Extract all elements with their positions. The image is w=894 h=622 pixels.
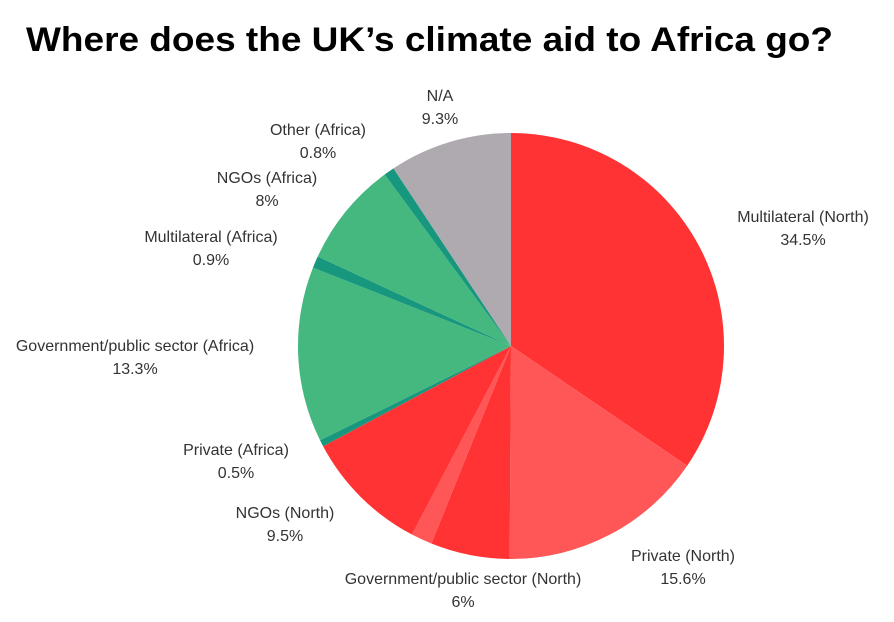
value-label: 0.9% <box>193 252 229 269</box>
pie-slice <box>317 174 511 346</box>
value-label: 8% <box>255 193 278 210</box>
pie-slice <box>431 346 511 559</box>
pie-slice <box>509 346 688 559</box>
slice-label: Private (North) <box>631 548 735 565</box>
pie-slice <box>511 133 725 466</box>
pie-slice <box>298 267 511 441</box>
pie-slice <box>320 346 511 447</box>
slice-label: N/A <box>427 88 454 105</box>
pie-slice <box>312 256 511 346</box>
value-label: 0.5% <box>218 465 254 482</box>
slice-label: NGOs (North) <box>236 505 335 522</box>
pie-slice <box>384 168 511 346</box>
pie-slice <box>323 346 511 535</box>
pie-slice <box>393 133 511 346</box>
value-label: 0.8% <box>300 145 336 162</box>
value-label: 13.3% <box>112 361 157 378</box>
slice-label: Private (Africa) <box>183 442 289 459</box>
pie-slice <box>411 346 511 544</box>
slice-label: Other (Africa) <box>270 122 366 139</box>
chart-title: Where does the UK’s climate aid to Afric… <box>26 21 833 59</box>
value-label: 9.3% <box>422 111 458 128</box>
slice-label: Government/public sector (North) <box>345 571 582 588</box>
slice-label: Multilateral (Africa) <box>144 229 277 246</box>
slice-label: NGOs (Africa) <box>217 170 317 187</box>
value-label: 15.6% <box>660 571 705 588</box>
slice-label: Government/public sector (Africa) <box>16 338 254 355</box>
value-label: 6% <box>451 594 474 611</box>
value-label: 34.5% <box>780 232 825 249</box>
slice-label: Multilateral (North) <box>737 209 869 226</box>
value-label: 9.5% <box>267 528 303 545</box>
